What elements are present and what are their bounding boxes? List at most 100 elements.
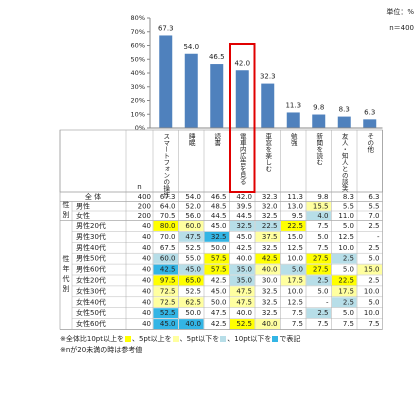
note-swatch [272,336,279,342]
cell: 42.5 [211,276,227,284]
note-swatch [172,336,179,342]
cell: 5.0 [343,222,354,230]
value-label: 8.3 [339,106,350,114]
row-label: 女性20代 [76,275,106,284]
column-header: 新聞を読む [315,132,323,166]
cell: 62.5 [185,298,201,306]
cell: 42.5 [236,244,252,252]
bar [261,83,275,128]
bar [184,53,198,128]
n-cell: 40 [142,298,151,306]
row-label: 男性20代 [76,221,106,230]
cell: 32.5 [262,298,278,306]
cell-highlight [230,264,255,275]
cell-highlight [179,264,204,275]
note-swatch [124,336,131,342]
bar [159,35,173,128]
value-label: 54.0 [183,43,199,51]
column-header: その他 [366,133,374,154]
cell: 2.5 [368,244,379,252]
n-cell: 40 [142,320,151,328]
cell-highlight [306,275,331,286]
column-header: 勉強 [289,132,297,148]
cell: 57.5 [211,255,227,263]
y-tick-label: 40% [131,69,145,77]
value-label: 6.3 [364,108,375,116]
cell: 40.0 [236,255,252,263]
cell: 5.0 [343,266,354,274]
cell-highlight [230,319,255,329]
cell: 32.5 [262,212,278,220]
cell: 7.5 [343,320,354,328]
note-swatch [220,336,227,342]
cell: 46.5 [211,193,227,201]
cell: 67.3 [160,193,176,201]
cell: 35.0 [236,276,252,284]
note-line: ※全体比10pt以上を 、5pt以上を 、5pt以下を 、10pt以下を で表記 [60,334,300,345]
cell: 10.0 [364,309,380,317]
cell: 45.0 [160,320,176,328]
unit: 単位：% [386,7,414,16]
cell: 52.0 [185,202,201,210]
y-tick-label: 50% [131,55,145,63]
bar [235,70,249,128]
cell: 2.5 [317,276,328,284]
highlight-box [229,43,256,193]
cell: 47.5 [236,298,252,306]
cell: 47.5 [185,233,201,241]
cell: 10.0 [287,287,303,295]
row-label: 男性30代 [76,232,106,241]
y-tick-label: 60% [131,42,145,50]
cell-highlight [332,253,357,264]
cell: 52.5 [185,244,201,252]
bar [210,64,224,128]
cell: 52.5 [236,320,252,328]
cell-highlight [153,297,178,308]
n-cell: 40 [142,287,151,295]
y-tick-label: 30% [131,83,145,91]
cell: 2.5 [368,222,379,230]
cell-highlight [230,286,255,297]
cell: - [326,298,329,306]
cell: 7.5 [317,244,328,252]
cell: 32.5 [262,309,278,317]
value-label: 67.3 [158,24,174,32]
cell: 2.5 [368,276,379,284]
cell: 7.5 [292,309,303,317]
cell-highlight [255,231,280,242]
cell-highlight [357,264,382,275]
row-label: 女性40代 [76,297,106,306]
row-label: 女性30代 [76,286,106,295]
column-header: 睡眠 [187,133,195,148]
cell: 56.0 [185,212,201,220]
bar [363,119,377,128]
cell: 40.0 [185,320,201,328]
cell: 44.5 [211,212,227,220]
cell-highlight [306,211,331,220]
cell: 60.0 [160,255,176,263]
group-label: 性別 [62,200,70,221]
cell-highlight [281,275,306,286]
cell: 50.0 [211,298,227,306]
n-cell: 40 [142,244,151,252]
value-label: 42.0 [234,59,250,67]
cell: 2.5 [317,309,328,317]
n-cell: 40 [142,222,151,230]
cell: 12.5 [338,233,354,241]
n-total: n＝400 [389,24,414,32]
cell-highlight [179,297,204,308]
cell-highlight [332,286,357,297]
cell: 64.0 [160,202,176,210]
value-label: 11.3 [285,101,301,109]
cell: 48.5 [211,202,227,210]
cell-highlight [281,221,306,231]
cell: 37.5 [262,233,278,241]
cell-highlight [153,253,178,264]
cell: 45.0 [211,287,227,295]
cell: 10.0 [364,287,380,295]
y-tick-label: 10% [131,110,145,118]
cell: 5.0 [343,309,354,317]
cell: 8.3 [343,193,354,201]
